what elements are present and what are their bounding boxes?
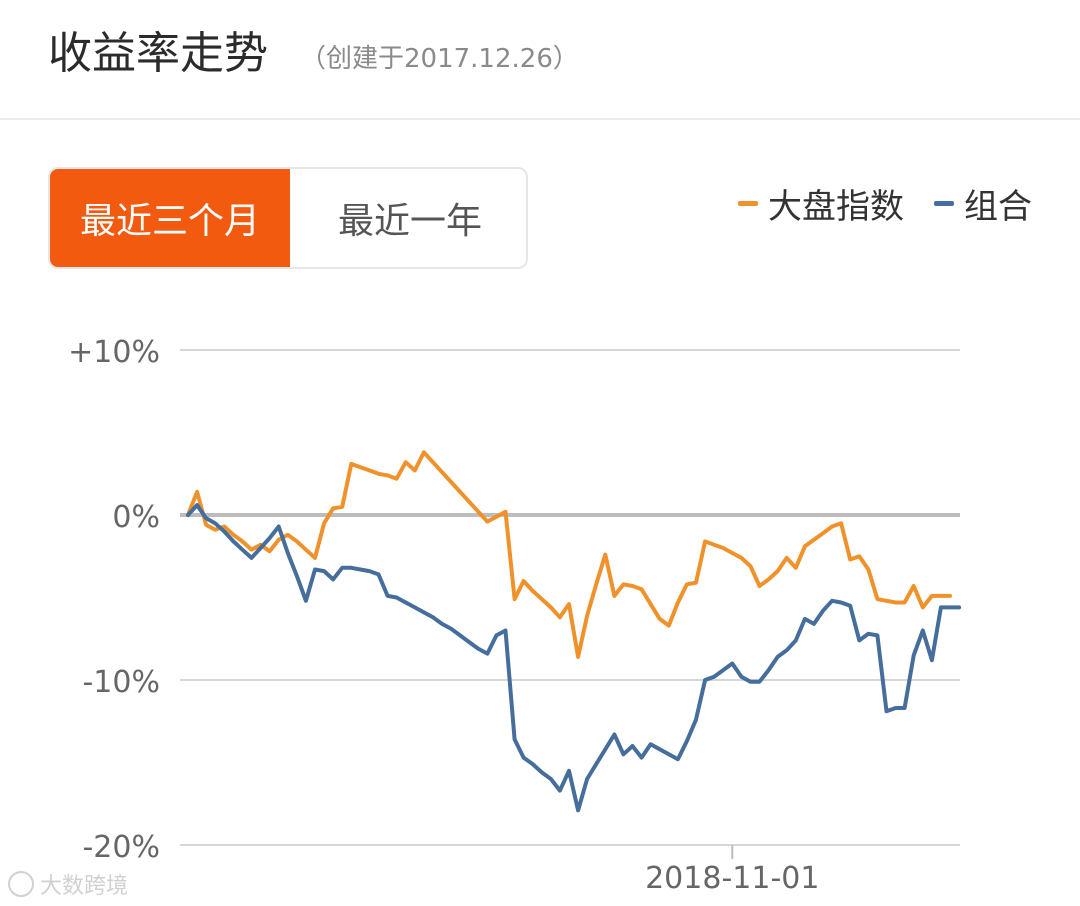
legend-label-portfolio: 组合	[964, 186, 1032, 227]
page-title: 收益率走势	[48, 28, 268, 79]
chart-area: +10% 0% -10% -20% 2018-11-01	[0, 300, 1080, 906]
legend-swatch-index	[738, 200, 758, 206]
series-line-1	[186, 503, 962, 813]
x-tick-label-0: 2018-11-01	[645, 861, 819, 896]
y-tick-label-0: +10%	[68, 335, 160, 370]
legend-item-index[interactable]: 大盘指数	[738, 179, 904, 228]
page-subtitle: （创建于2017.12.26）	[300, 44, 579, 74]
chart-legend: 大盘指数 组合	[738, 179, 1032, 228]
series-line-0	[186, 450, 952, 659]
watermark-text: 大数跨境	[40, 874, 129, 899]
legend-swatch-portfolio	[934, 200, 954, 206]
legend-item-portfolio[interactable]: 组合	[934, 179, 1032, 228]
tab-three-months[interactable]: 最近三个月	[50, 169, 290, 267]
tab-one-year[interactable]: 最近一年	[337, 201, 482, 242]
watermark-logo-icon	[8, 871, 34, 897]
legend-label-index: 大盘指数	[768, 186, 904, 227]
period-tabs: 最近三个月 最近一年	[48, 167, 528, 269]
header: 收益率走势 （创建于2017.12.26）	[0, 0, 1080, 120]
y-tick-label-1: 0%	[112, 500, 160, 535]
return-chart: +10% 0% -10% -20% 2018-11-01	[68, 335, 962, 896]
watermark: 大数跨境	[8, 868, 128, 900]
y-tick-label-2: -10%	[82, 665, 160, 700]
y-tick-label-3: -20%	[82, 830, 160, 865]
